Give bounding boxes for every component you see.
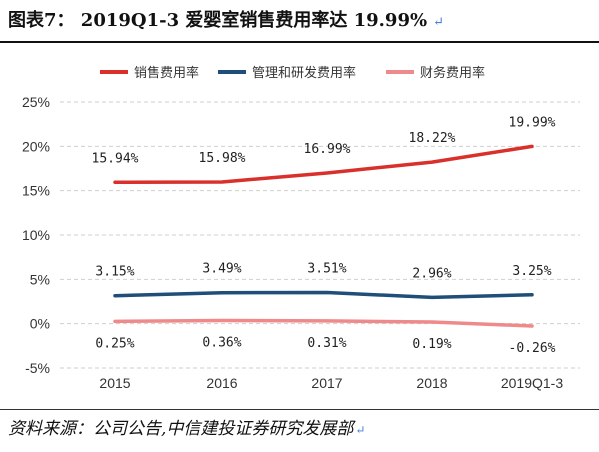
- return-mark-icon: ↵: [433, 15, 444, 30]
- figure-title: 图表7： 2019Q1-3 爱婴室销售费用率达 19.99% ↵: [8, 6, 444, 32]
- data-label: 16.99%: [304, 142, 351, 157]
- data-label: 0.25%: [95, 336, 134, 351]
- data-label: 0.31%: [307, 336, 346, 351]
- y-tick-label: 5%: [30, 271, 50, 287]
- legend-label: 财务费用率: [420, 65, 485, 81]
- y-tick-label: 25%: [22, 94, 50, 110]
- data-label: 15.98%: [199, 151, 246, 166]
- data-label: -0.26%: [509, 341, 556, 356]
- data-label: 2.96%: [412, 266, 451, 281]
- x-tick-label: 2016: [206, 375, 237, 391]
- x-tick-label: 2017: [311, 375, 342, 391]
- x-tick-label: 2018: [416, 375, 447, 391]
- data-label: 3.51%: [307, 262, 346, 277]
- data-label: 0.36%: [202, 335, 241, 350]
- y-tick-label: 10%: [22, 227, 50, 243]
- legend-label: 销售费用率: [134, 65, 199, 81]
- source-text: 资料来源：公司公告,中信建投证券研究发展部: [8, 419, 354, 439]
- source-divider: [0, 409, 599, 410]
- series-line-3: [113, 318, 534, 328]
- y-tick-label: -5%: [25, 360, 50, 376]
- data-label: 18.22%: [409, 131, 456, 146]
- data-label: 3.15%: [95, 265, 134, 280]
- data-label: 3.25%: [512, 264, 551, 279]
- return-mark-icon: ↵: [355, 423, 366, 437]
- data-label: 0.19%: [412, 337, 451, 352]
- data-label: 3.49%: [202, 262, 241, 277]
- y-tick-label: 15%: [22, 183, 50, 199]
- x-tick-label: 2019Q1-3: [501, 375, 563, 391]
- line-chart: 25% 20% 15% 10% 5% 0% -5% 2015 2016 2017 2018 2019Q…: [22, 65, 580, 391]
- source-note: 资料来源：公司公告,中信建投证券研究发展部 ↵: [8, 414, 365, 439]
- y-tick-label: 0%: [30, 316, 50, 332]
- legend-label: 管理和研发费用率: [252, 65, 356, 81]
- y-tick-label: 20%: [22, 138, 50, 154]
- series-line-1: [113, 144, 534, 185]
- series-line-2: [113, 290, 534, 300]
- title-divider: [0, 41, 599, 43]
- data-label: 15.94%: [92, 151, 139, 166]
- data-label: 19.99%: [509, 115, 556, 130]
- figure-title-text: 图表7： 2019Q1-3 爱婴室销售费用率达 19.99%: [8, 10, 428, 31]
- x-tick-label: 2015: [99, 375, 130, 391]
